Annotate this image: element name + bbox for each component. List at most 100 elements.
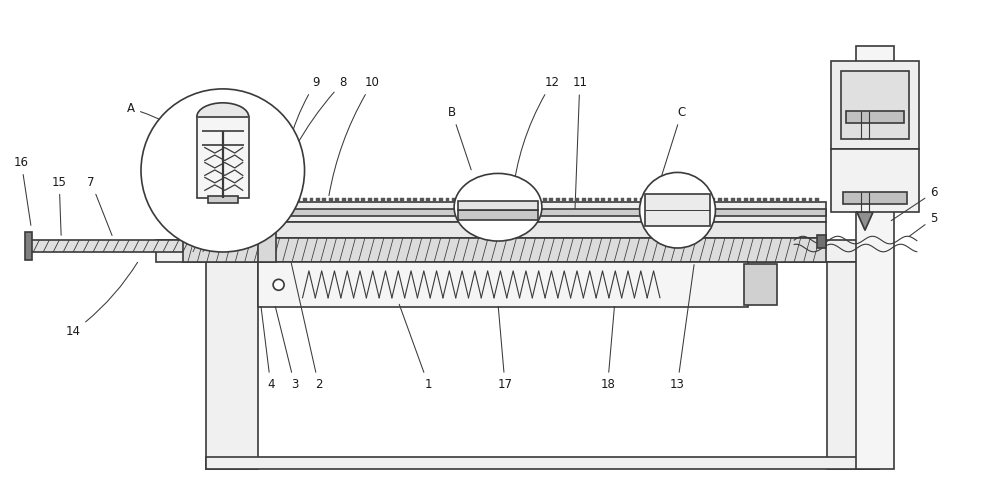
Text: 13: 13 [670,264,694,391]
Bar [426,198,430,202]
Bar [29,240,229,252]
Bar [588,198,592,202]
Polygon shape [857,212,873,230]
Text: C: C [660,106,686,180]
Bar [843,192,907,204]
Bar [856,46,894,469]
Bar [523,198,527,202]
Bar [183,238,826,262]
Bar [355,198,359,202]
Text: A: A [127,102,189,137]
Bar [446,198,449,202]
Bar [831,61,919,148]
Bar [465,198,469,202]
Bar [530,198,534,202]
Text: 10: 10 [329,76,380,196]
Text: 3: 3 [275,306,298,391]
Bar [342,198,346,202]
Bar [640,198,644,202]
Bar [394,198,398,202]
Bar [666,198,670,202]
Bar [183,202,826,222]
Text: 12: 12 [512,76,559,198]
Text: 8: 8 [269,76,346,210]
Bar [789,198,793,202]
Bar [439,198,443,202]
Bar [258,262,748,306]
Bar [498,198,501,202]
Bar [374,198,378,202]
Bar [303,198,307,202]
Bar [562,198,566,202]
Bar [206,209,826,216]
Bar [536,198,540,202]
Bar [660,198,663,202]
Text: 2: 2 [291,262,322,391]
Bar [543,198,547,202]
Bar [744,264,777,304]
Text: 16: 16 [14,156,31,226]
Bar [271,198,274,202]
Bar [621,198,624,202]
Bar [219,198,223,202]
Bar [556,198,560,202]
Bar [645,194,710,226]
Bar [387,198,391,202]
Bar [575,198,579,202]
Bar [381,198,385,202]
Bar [245,198,249,202]
Bar [413,198,417,202]
Bar [770,198,774,202]
Bar [517,198,521,202]
Bar [251,198,255,202]
Bar [433,198,436,202]
Text: 7: 7 [87,176,112,236]
Bar [206,222,826,238]
Bar [776,198,780,202]
Text: 5: 5 [909,212,937,236]
Bar [258,198,261,202]
Bar [310,198,313,202]
Bar [206,457,879,469]
Bar [549,198,553,202]
Bar [258,220,276,262]
Bar [212,198,216,202]
Bar [679,198,683,202]
Bar [407,198,411,202]
Bar [653,198,657,202]
Bar [750,198,754,202]
Bar [737,198,741,202]
Bar [316,198,320,202]
Bar [238,198,242,202]
Text: 18: 18 [600,306,615,391]
Bar [368,198,372,202]
Text: 1: 1 [399,304,432,391]
Bar [827,262,879,469]
Bar [711,198,715,202]
Text: 15: 15 [52,176,67,236]
Bar [361,198,365,202]
Bar [348,198,352,202]
Bar [458,202,538,210]
Bar [197,116,249,198]
Bar [608,198,611,202]
Bar [685,198,689,202]
Bar [763,198,767,202]
Bar [731,198,735,202]
Bar [744,198,748,202]
Bar [757,198,761,202]
Circle shape [141,89,305,252]
Bar [841,71,909,138]
Bar [420,198,424,202]
Circle shape [273,280,284,290]
Bar [718,198,722,202]
Bar [458,210,538,220]
Bar [264,198,268,202]
Ellipse shape [454,174,542,241]
Bar [156,240,869,262]
Bar [831,148,919,212]
Bar [322,198,326,202]
Text: B: B [448,106,471,170]
Bar [673,198,676,202]
Bar [846,111,904,122]
